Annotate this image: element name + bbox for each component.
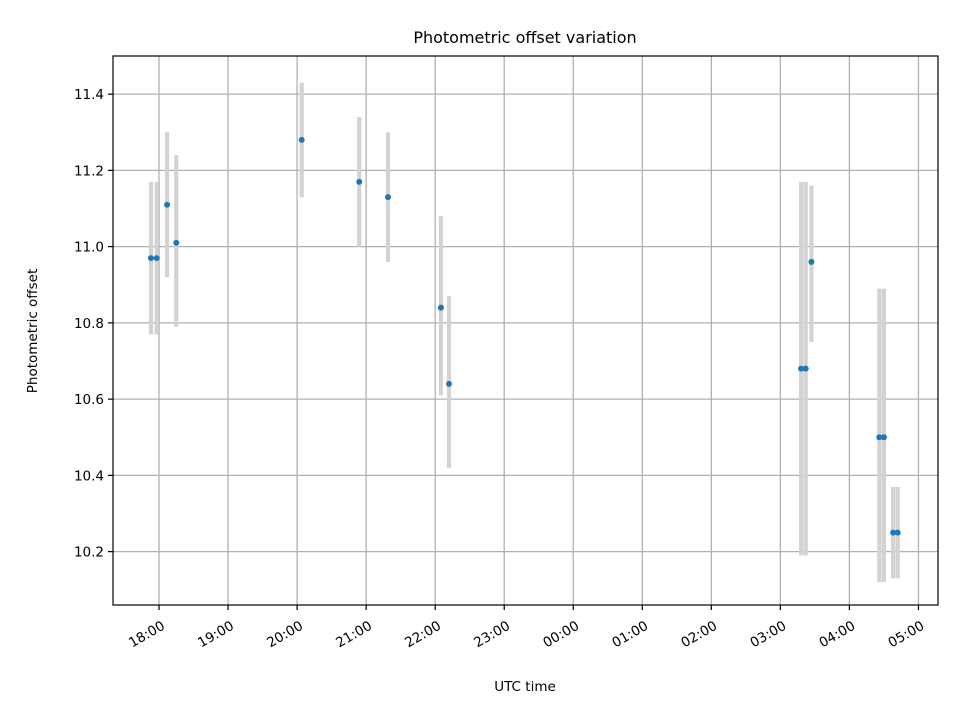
data-point bbox=[890, 529, 897, 536]
y-tick-label: 10.4 bbox=[74, 468, 104, 484]
data-point bbox=[876, 434, 883, 441]
y-tick-label: 10.2 bbox=[74, 545, 104, 561]
data-point bbox=[356, 178, 363, 185]
data-point bbox=[437, 304, 444, 311]
data-point bbox=[385, 194, 391, 201]
data-point bbox=[894, 529, 901, 536]
y-tick-label: 10.8 bbox=[74, 316, 104, 332]
data-point bbox=[164, 201, 171, 208]
y-tick-label: 10.6 bbox=[74, 392, 104, 408]
data-point-layer bbox=[147, 136, 901, 536]
x-axis-label: UTC time bbox=[494, 679, 556, 695]
data-point bbox=[798, 365, 805, 372]
data-point bbox=[802, 365, 809, 372]
data-point bbox=[808, 258, 815, 265]
data-point bbox=[147, 255, 154, 262]
y-tick-label: 11.2 bbox=[74, 163, 104, 179]
data-point bbox=[153, 255, 160, 262]
y-tick-label: 11.4 bbox=[74, 87, 104, 103]
y-axis-label: Photometric offset bbox=[25, 269, 41, 393]
chart-title: Photometric offset variation bbox=[413, 28, 636, 47]
data-point bbox=[298, 136, 305, 143]
plot-frame bbox=[112, 55, 939, 606]
y-tick-label: 11.0 bbox=[74, 240, 104, 256]
data-point bbox=[445, 380, 452, 387]
y-axis-ticks: 10.2 10.4 10.6 10.8 11.0 11.2 11.4 bbox=[74, 87, 113, 561]
data-point bbox=[880, 434, 887, 441]
data-point bbox=[173, 239, 180, 246]
